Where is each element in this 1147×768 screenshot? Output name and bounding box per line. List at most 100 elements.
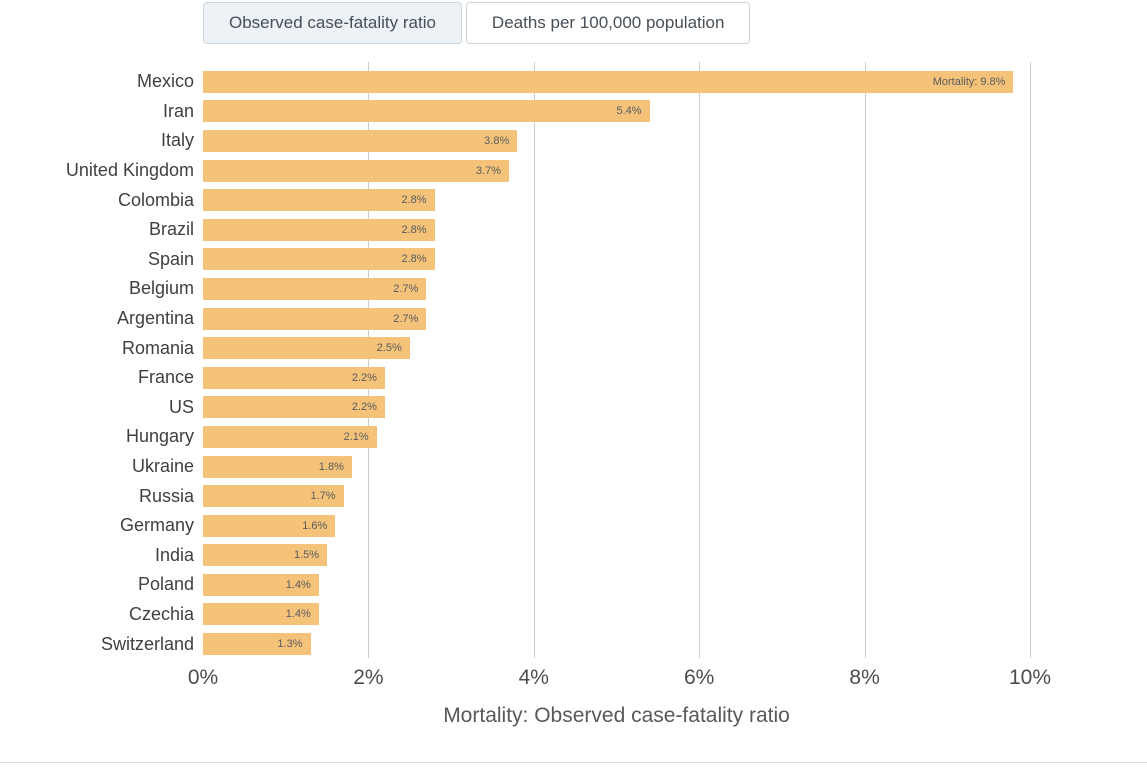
bar-track: 2.7% xyxy=(203,307,1030,330)
bar-track: 1.4% xyxy=(203,573,1030,596)
bar-value-label: Mortality: 9.8% xyxy=(932,75,1006,88)
bar-row: India 1.5% xyxy=(0,541,1030,571)
bar-value-label: 1.4% xyxy=(285,578,311,591)
bar-row: Iran 5.4% xyxy=(0,97,1030,127)
bar-value-label: 2.5% xyxy=(376,342,402,355)
bar[interactable]: 1.7% xyxy=(203,485,344,508)
bar[interactable]: 2.8% xyxy=(203,218,435,241)
x-tick-label: 8% xyxy=(849,666,880,689)
bar-track: 2.1% xyxy=(203,425,1030,448)
country-label: Germany xyxy=(119,515,194,536)
bar-row: Romania 2.5% xyxy=(0,333,1030,363)
bar-row: Russia 1.7% xyxy=(0,481,1030,511)
bar-track: 1.6% xyxy=(203,514,1030,537)
bar-row: Spain 2.8% xyxy=(0,245,1030,275)
country-label: Argentina xyxy=(116,308,194,329)
bar-track: 2.2% xyxy=(203,366,1030,389)
bar[interactable]: 1.6% xyxy=(203,514,336,537)
chart-toggle-tabs: Observed case-fatality ratio Deaths per … xyxy=(203,2,751,44)
bar-track: Mortality: 9.8% xyxy=(203,70,1030,93)
x-tick-label: 10% xyxy=(1008,666,1052,689)
gridline xyxy=(368,62,370,658)
bar-track: 2.2% xyxy=(203,396,1030,419)
bar[interactable]: 2.7% xyxy=(203,277,427,300)
bar-row: Hungary 2.1% xyxy=(0,422,1030,452)
gridline xyxy=(864,62,866,658)
bar[interactable]: 2.8% xyxy=(203,248,435,271)
bar-track: 3.7% xyxy=(203,159,1030,182)
bar-track: 2.7% xyxy=(203,277,1030,300)
bar[interactable]: 2.2% xyxy=(203,366,385,389)
bar-track: 2.8% xyxy=(203,218,1030,241)
bar-track: 1.4% xyxy=(203,603,1030,626)
country-label: Spain xyxy=(147,248,194,269)
bar-track: 5.4% xyxy=(203,100,1030,123)
bar-value-label: 2.8% xyxy=(401,223,427,236)
country-label: Belgium xyxy=(128,278,194,299)
bar-value-label: 5.4% xyxy=(616,105,642,118)
bar-value-label: 2.2% xyxy=(351,371,377,384)
bar-row: US 2.2% xyxy=(0,393,1030,423)
country-label: Mexico xyxy=(136,71,194,92)
bar-row: Colombia 2.8% xyxy=(0,185,1030,215)
x-axis-ticks: 0% 2% 4% 6% 8% 10% xyxy=(188,666,1051,692)
x-tick-label: 2% xyxy=(353,666,384,689)
tab-deaths-per-100k-population[interactable]: Deaths per 100,000 population xyxy=(465,2,751,44)
bar-row: United Kingdom 3.7% xyxy=(0,156,1030,186)
bar-track: 2.8% xyxy=(203,189,1030,212)
bar-row: France 2.2% xyxy=(0,363,1030,393)
country-label: Ukraine xyxy=(131,456,194,477)
bar[interactable]: 3.8% xyxy=(203,129,518,152)
bar[interactable]: 1.5% xyxy=(203,544,328,567)
bar[interactable]: 1.4% xyxy=(203,603,319,626)
bar-value-label: 3.8% xyxy=(484,134,510,147)
country-label: Italy xyxy=(160,130,194,151)
country-label: France xyxy=(137,367,194,388)
bar[interactable]: 2.2% xyxy=(203,396,385,419)
bar-value-label: 2.7% xyxy=(393,312,419,325)
gridline xyxy=(699,62,701,658)
bar[interactable]: Mortality: 9.8% xyxy=(203,70,1014,93)
bar-row: Ukraine 1.8% xyxy=(0,452,1030,482)
bar[interactable]: 1.4% xyxy=(203,573,319,596)
bar[interactable]: 2.1% xyxy=(203,425,377,448)
bar-track: 1.3% xyxy=(203,633,1030,656)
country-label: India xyxy=(154,544,194,565)
bar-rows: Mexico Mortality: 9.8% Iran 5.4% Italy 3… xyxy=(0,67,1030,659)
bar-value-label: 1.5% xyxy=(293,549,320,562)
country-label: Russia xyxy=(138,485,194,506)
bar[interactable]: 2.8% xyxy=(203,189,435,212)
bar-row: Mexico Mortality: 9.8% xyxy=(0,67,1030,97)
x-tick-label: 0% xyxy=(187,666,219,689)
bar-row: Brazil 2.8% xyxy=(0,215,1030,245)
bar-row: Belgium 2.7% xyxy=(0,274,1030,304)
bar-track: 2.5% xyxy=(203,337,1030,360)
bar[interactable]: 2.5% xyxy=(203,337,410,360)
country-label: Poland xyxy=(137,574,194,595)
gridlines-layer xyxy=(203,62,1031,658)
bar[interactable]: 5.4% xyxy=(203,100,650,123)
bar[interactable]: 1.3% xyxy=(203,633,311,656)
tab-observed-case-fatality-ratio[interactable]: Observed case-fatality ratio xyxy=(203,2,462,44)
bar-row: Argentina 2.7% xyxy=(0,304,1030,334)
bar-value-label: 2.8% xyxy=(401,253,427,266)
gridline xyxy=(1030,62,1031,658)
bar-row: Poland 1.4% xyxy=(0,570,1030,600)
country-label: Romania xyxy=(121,337,194,358)
country-label: Czechia xyxy=(128,603,194,624)
bar-value-label: 2.1% xyxy=(343,430,369,443)
bar-value-label: 2.8% xyxy=(401,194,427,207)
bar[interactable]: 1.8% xyxy=(203,455,352,478)
bar[interactable]: 3.7% xyxy=(203,159,509,182)
bar-value-label: 1.6% xyxy=(302,519,328,532)
x-tick-label: 4% xyxy=(518,666,549,689)
x-tick-label: 6% xyxy=(684,666,715,689)
bar[interactable]: 2.7% xyxy=(203,307,427,330)
bar-track: 2.8% xyxy=(203,248,1030,271)
country-label: US xyxy=(168,396,194,417)
bar-value-label: 1.8% xyxy=(318,460,344,473)
bar-row: Czechia 1.4% xyxy=(0,600,1030,630)
country-label: Iran xyxy=(162,100,194,121)
bottom-divider xyxy=(0,762,1147,763)
